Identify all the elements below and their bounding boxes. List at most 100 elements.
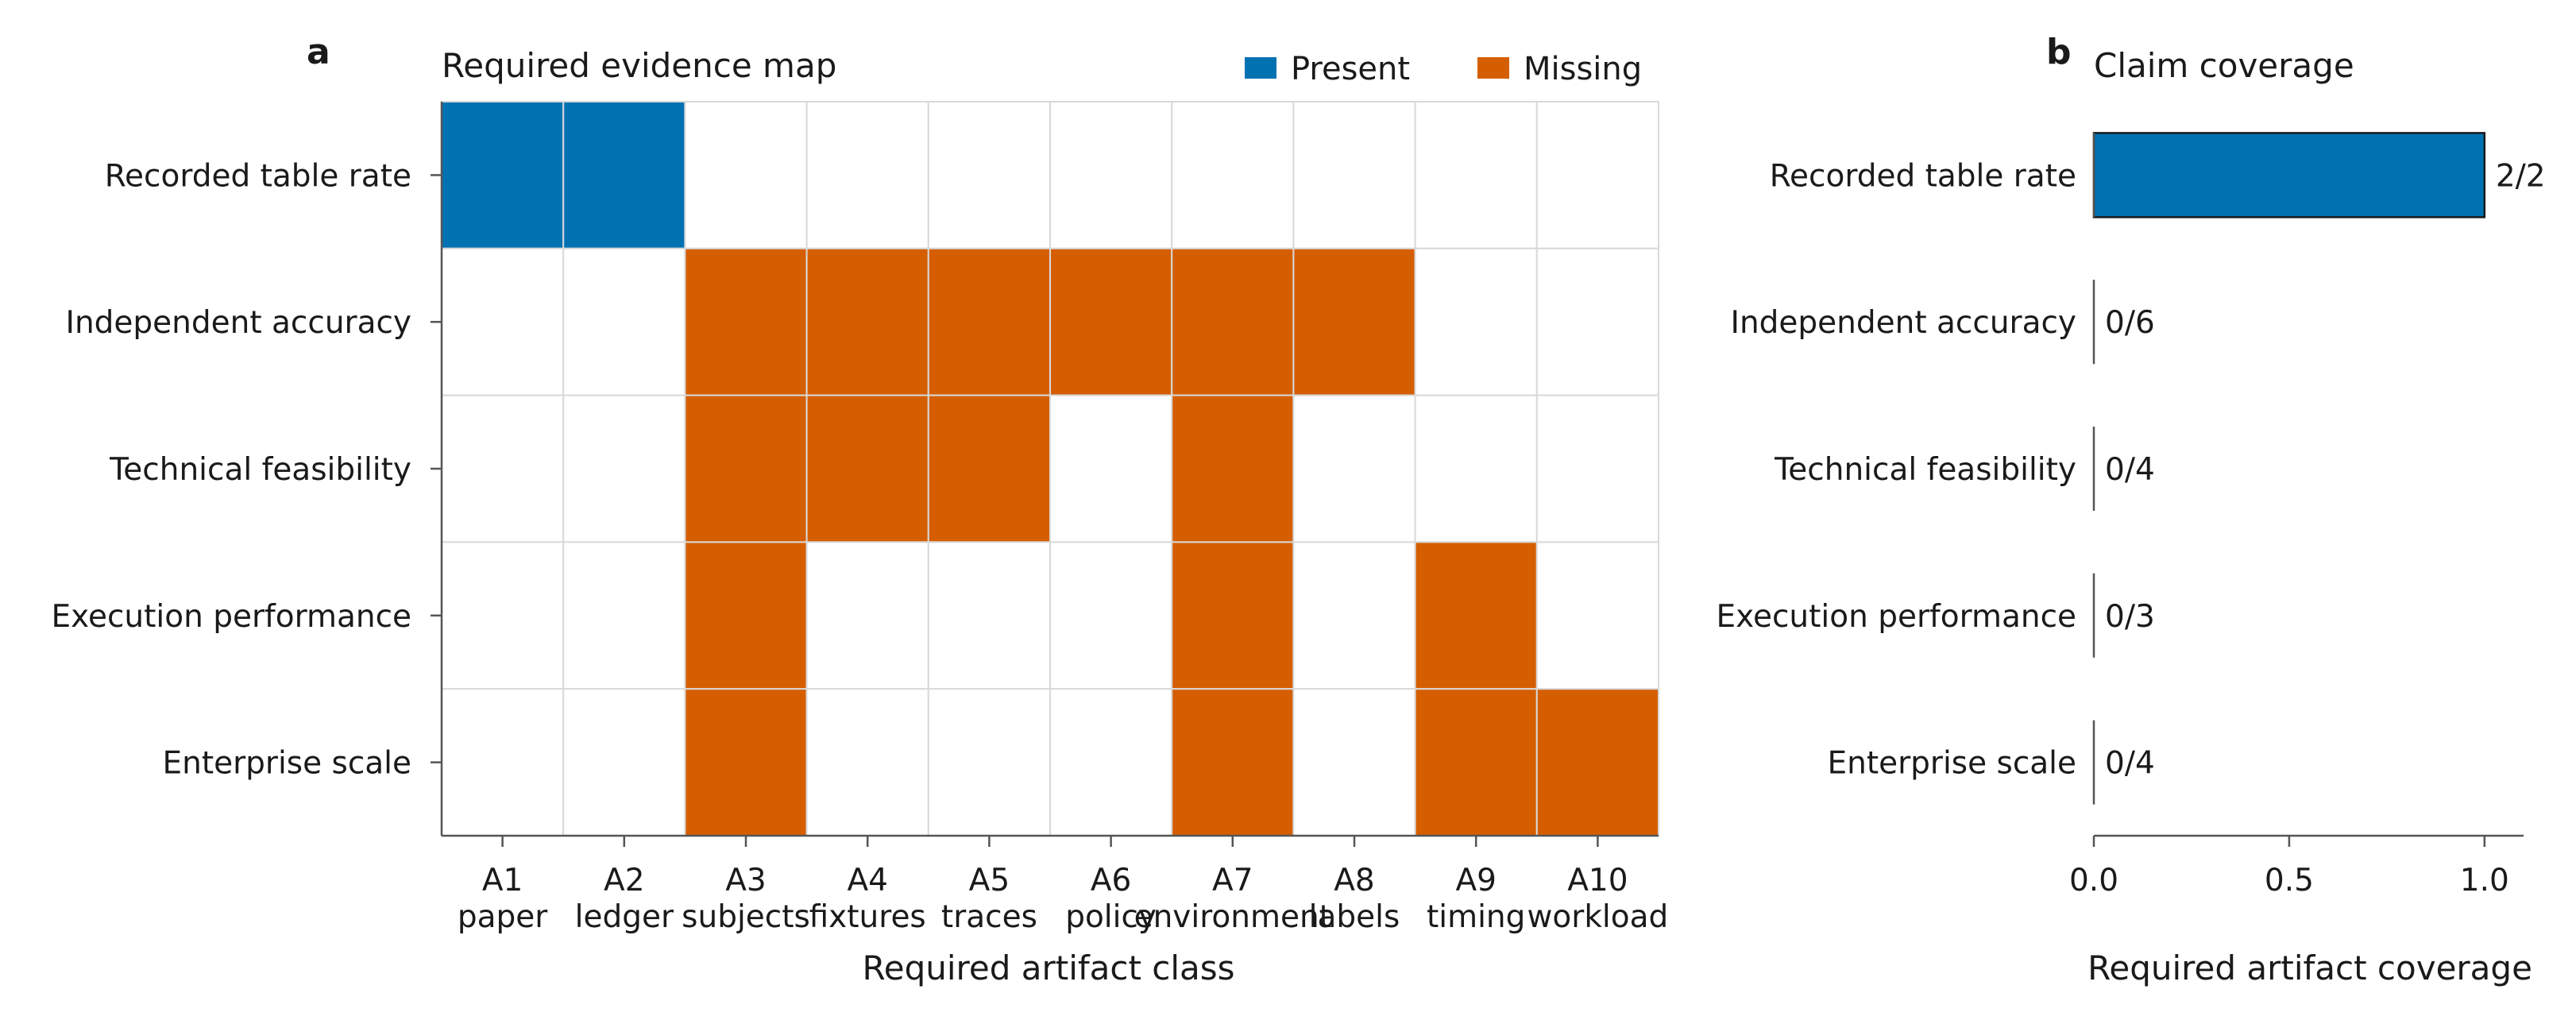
heatmap-row-label: Execution performance bbox=[51, 599, 411, 635]
heatmap-cell bbox=[1171, 394, 1295, 543]
heatmap-cell bbox=[805, 101, 929, 249]
heatmap-cell bbox=[1049, 541, 1173, 690]
heatmap-column-name: paper bbox=[458, 899, 548, 935]
heatmap-cell bbox=[562, 394, 686, 543]
heatmap-cell bbox=[1292, 394, 1416, 543]
heatmap-column-code: A5 bbox=[969, 863, 1010, 898]
heatmap-x-axis-label: Required artifact class bbox=[862, 949, 1234, 987]
bar-chart-x-tick-label: 0.5 bbox=[2265, 863, 2314, 898]
heatmap-column-code: A7 bbox=[1212, 863, 1253, 898]
heatmap-column-name: timing bbox=[1427, 899, 1525, 935]
heatmap-cell bbox=[562, 688, 686, 837]
heatmap-column-code: A10 bbox=[1567, 863, 1628, 898]
bar-category-label: Independent accuracy bbox=[1730, 305, 2076, 341]
heatmap-column-code: A1 bbox=[482, 863, 523, 898]
heatmap-cell bbox=[1535, 394, 1660, 543]
bar-chart-x-tick-label: 1.0 bbox=[2460, 863, 2509, 898]
heatmap-column-name: ledger bbox=[575, 899, 674, 935]
heatmap-cell bbox=[1414, 247, 1538, 396]
heatmap-cell bbox=[684, 101, 808, 249]
bar-chart-x-tick-label: 0.0 bbox=[2069, 863, 2118, 898]
heatmap-title: Required evidence map bbox=[442, 46, 836, 85]
heatmap-column-name: traces bbox=[941, 899, 1037, 935]
heatmap-row-label: Enterprise scale bbox=[162, 746, 411, 782]
heatmap-cell bbox=[1414, 541, 1538, 690]
heatmap-column-name: labels bbox=[1309, 899, 1400, 935]
bar-value-label: 0/6 bbox=[2105, 305, 2155, 341]
heatmap-cell bbox=[441, 101, 565, 249]
heatmap-cell bbox=[1049, 247, 1173, 396]
bar-value-label: 0/3 bbox=[2105, 599, 2155, 635]
heatmap-cell bbox=[1535, 541, 1660, 690]
heatmap-cell bbox=[1292, 688, 1416, 837]
heatmap-cell bbox=[1049, 394, 1173, 543]
heatmap-cell bbox=[805, 541, 929, 690]
heatmap-cell bbox=[684, 247, 808, 396]
legend-swatch-missing bbox=[1477, 57, 1509, 79]
heatmap-cell bbox=[1414, 688, 1538, 837]
heatmap-row-label: Recorded table rate bbox=[105, 158, 411, 194]
heatmap-row-label: Independent accuracy bbox=[65, 305, 411, 341]
heatmap-cell bbox=[441, 247, 565, 396]
bar-category-label: Enterprise scale bbox=[1827, 746, 2076, 782]
heatmap-cell bbox=[1292, 101, 1416, 249]
heatmap-cell bbox=[927, 394, 1052, 543]
heatmap-cell bbox=[1171, 247, 1295, 396]
heatmap-cell bbox=[805, 247, 929, 396]
heatmap-cell bbox=[1171, 541, 1295, 690]
heatmap: Recorded table rate Independent accuracy T… bbox=[51, 101, 1669, 935]
heatmap-cell bbox=[1292, 541, 1416, 690]
coverage-bar bbox=[2092, 132, 2486, 218]
legend-label-present: Present bbox=[1291, 51, 1410, 87]
heatmap-cell bbox=[1535, 247, 1660, 396]
heatmap-cell bbox=[562, 247, 686, 396]
heatmap-cell bbox=[1292, 247, 1416, 396]
legend-label-missing: Missing bbox=[1524, 51, 1642, 87]
panel-a-letter: a bbox=[307, 32, 330, 72]
heatmap-cell bbox=[1414, 101, 1538, 249]
heatmap-column-code: A8 bbox=[1334, 863, 1375, 898]
heatmap-column-name: fixtures bbox=[809, 899, 926, 935]
heatmap-column-name: subjects bbox=[682, 899, 810, 935]
heatmap-column-name: policy bbox=[1065, 899, 1157, 935]
legend-swatch-present bbox=[1245, 57, 1276, 79]
heatmap-column-code: A3 bbox=[725, 863, 767, 898]
heatmap-cell bbox=[1049, 101, 1173, 249]
heatmap-cell bbox=[441, 394, 565, 543]
heatmap-cell bbox=[1414, 394, 1538, 543]
heatmap-column-code: A9 bbox=[1455, 863, 1497, 898]
heatmap-cell bbox=[1171, 101, 1295, 249]
bar-value-label: 0/4 bbox=[2105, 746, 2155, 782]
heatmap-column-name: environment bbox=[1134, 899, 1331, 935]
bar-value-label: 2/2 bbox=[2496, 158, 2546, 194]
heatmap-cell bbox=[927, 101, 1052, 249]
heatmap-column-code: A4 bbox=[847, 863, 888, 898]
heatmap-legend: Present Missing bbox=[1245, 51, 1642, 87]
heatmap-cell bbox=[441, 541, 565, 690]
heatmap-cell bbox=[441, 688, 565, 837]
bar-chart: Recorded table rate 2/2 Independent accura… bbox=[1716, 132, 2546, 898]
heatmap-row-label: Technical feasibility bbox=[109, 452, 411, 488]
heatmap-column-code: A6 bbox=[1091, 863, 1132, 898]
heatmap-cell bbox=[684, 394, 808, 543]
heatmap-cell bbox=[805, 394, 929, 543]
bar-chart-x-axis-label: Required artifact coverage bbox=[2087, 949, 2532, 987]
heatmap-cell bbox=[927, 688, 1052, 837]
heatmap-cell bbox=[1171, 688, 1295, 837]
heatmap-cell bbox=[927, 541, 1052, 690]
heatmap-cell bbox=[562, 101, 686, 249]
heatmap-cell bbox=[684, 541, 808, 690]
bar-category-label: Technical feasibility bbox=[1774, 452, 2076, 488]
bar-chart-title: Claim coverage bbox=[2094, 46, 2354, 85]
heatmap-cell bbox=[927, 247, 1052, 396]
bar-category-label: Recorded table rate bbox=[1770, 158, 2076, 194]
bar-value-label: 0/4 bbox=[2105, 452, 2155, 488]
panel-b-letter: b bbox=[2046, 32, 2072, 72]
heatmap-cell bbox=[1049, 688, 1173, 837]
bar-category-label: Execution performance bbox=[1716, 599, 2076, 635]
heatmap-cell bbox=[805, 688, 929, 837]
heatmap-column-name: workload bbox=[1527, 899, 1669, 935]
heatmap-column-code: A2 bbox=[604, 863, 645, 898]
heatmap-cell bbox=[562, 541, 686, 690]
